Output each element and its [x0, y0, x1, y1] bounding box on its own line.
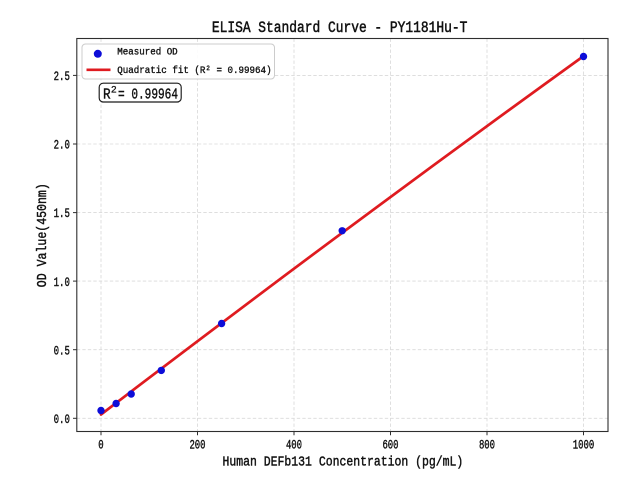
svg-text:Quadratic fit (R² = 0.99964): Quadratic fit (R² = 0.99964) [117, 65, 271, 77]
svg-text:800: 800 [479, 437, 495, 452]
svg-text:2.0: 2.0 [54, 138, 70, 153]
svg-text:1.5: 1.5 [54, 206, 70, 221]
svg-text:0: 0 [98, 437, 103, 452]
svg-text:400: 400 [286, 437, 302, 452]
svg-text:Measured OD: Measured OD [117, 47, 178, 59]
svg-text:200: 200 [189, 437, 205, 452]
svg-text:2.5: 2.5 [54, 69, 70, 84]
svg-text:0.5: 0.5 [54, 343, 70, 358]
svg-text:0.0: 0.0 [54, 412, 70, 427]
svg-text:R: R [103, 86, 111, 104]
svg-text:2: 2 [111, 85, 117, 96]
svg-text:600: 600 [382, 437, 398, 452]
svg-text:1.0: 1.0 [54, 275, 70, 290]
svg-text:1000: 1000 [573, 437, 595, 452]
svg-text:OD Value(450nm): OD Value(450nm) [35, 183, 51, 287]
svg-text:ELISA Standard Curve - PY1181H: ELISA Standard Curve - PY1181Hu-T [212, 19, 468, 37]
svg-text:Human DEFb131 Concentration (p: Human DEFb131 Concentration (pg/mL) [223, 454, 464, 470]
svg-text:= 0.99964: = 0.99964 [118, 86, 178, 104]
